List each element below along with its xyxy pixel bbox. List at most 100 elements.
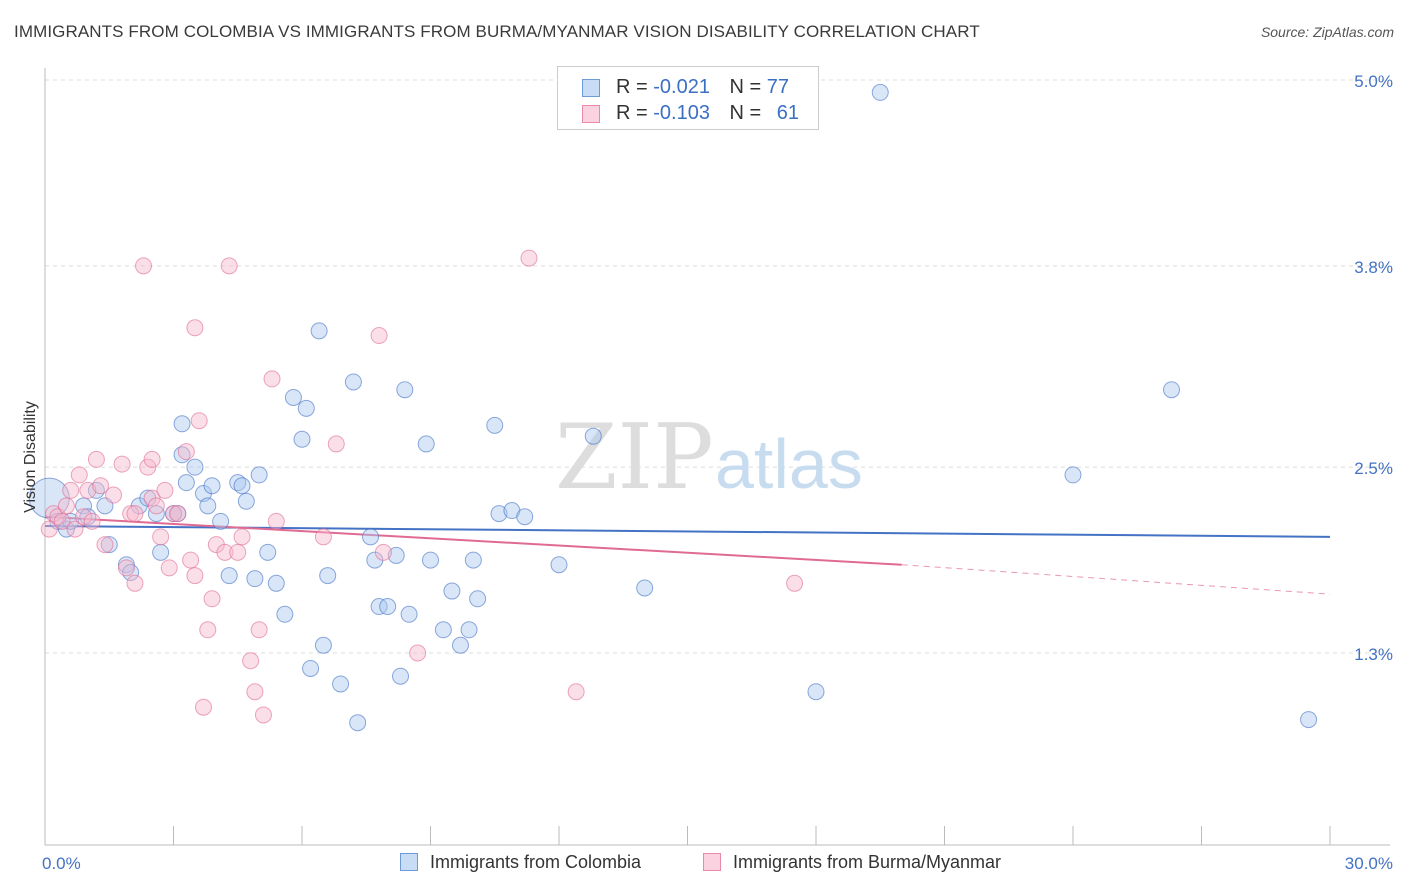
burma-point — [246, 683, 264, 701]
colombia-point — [62, 512, 80, 530]
burma-point — [160, 559, 178, 577]
bottom-legend-burma: Immigrants from Burma/Myanmar — [703, 852, 1001, 873]
watermark-zip: ZIP — [555, 405, 714, 510]
colombia-point — [349, 714, 367, 732]
legend-row-colombia: R = -0.021 N = 77 — [582, 76, 790, 100]
colombia-point — [293, 430, 311, 448]
burma-point — [139, 458, 157, 476]
burma-point — [135, 257, 153, 275]
colombia-point — [284, 388, 302, 406]
burma-point — [370, 327, 388, 345]
burma-point — [567, 683, 585, 701]
burma-point — [216, 543, 234, 561]
colombia-point — [220, 567, 238, 585]
burma-point — [267, 512, 285, 530]
colombia-point — [550, 556, 568, 574]
y-axis-label: Vision Disability — [22, 401, 39, 513]
burma-point — [40, 520, 58, 538]
y-tick-label: 2.5% — [1354, 459, 1393, 478]
legend-n-label: N = — [729, 76, 767, 98]
burma-point — [203, 590, 221, 608]
colombia-point — [362, 528, 380, 546]
colombia-point — [212, 512, 230, 530]
bottom-legend-swatch-burma — [703, 853, 721, 871]
burma-point — [229, 543, 247, 561]
burma-point — [409, 644, 427, 662]
legend-n-value: 77 — [766, 76, 790, 98]
burma-point — [263, 370, 281, 388]
colombia-point — [871, 83, 889, 101]
burma-point — [66, 520, 84, 538]
burma-point — [233, 528, 251, 546]
burma-point — [254, 706, 272, 724]
colombia-point — [396, 381, 414, 399]
colombia-point — [417, 435, 435, 453]
legend-r-label: R = — [616, 76, 654, 98]
colombia-point — [451, 636, 469, 654]
burma-point — [105, 486, 123, 504]
colombia-point — [314, 636, 332, 654]
burma-point — [250, 621, 268, 639]
bottom-legend-label-colombia: Immigrants from Colombia — [430, 852, 642, 872]
watermark: ZIP atlas — [555, 405, 863, 510]
burma-point — [169, 505, 187, 523]
burma-trend-line — [44, 515, 902, 566]
burma-point — [220, 257, 238, 275]
bottom-legend-label-burma: Immigrants from Burma/Myanmar — [733, 852, 1002, 872]
burma-point — [374, 543, 392, 561]
legend-r-value: -0.021 — [653, 76, 710, 98]
legend-n-label: N = — [729, 102, 767, 124]
burma-point — [314, 528, 332, 546]
source-label: Source: ZipAtlas.com — [1260, 24, 1394, 40]
burma-point — [70, 466, 88, 484]
colombia-point — [297, 399, 315, 417]
burma-point — [327, 435, 345, 453]
colombia-point — [233, 477, 251, 495]
burma-point — [75, 508, 93, 526]
data-points — [28, 83, 1318, 732]
burma-point — [190, 412, 208, 430]
colombia-point — [1300, 711, 1318, 729]
colombia-point — [460, 621, 478, 639]
colombia-point — [344, 373, 362, 391]
colombia-point — [434, 621, 452, 639]
burma-point — [199, 621, 217, 639]
watermark-atlas: atlas — [715, 425, 863, 503]
colombia-point — [469, 590, 487, 608]
bottom-legend-colombia: Immigrants from Colombia — [400, 852, 641, 873]
colombia-point — [177, 474, 195, 492]
colombia-point — [250, 466, 268, 484]
colombia-point — [392, 667, 410, 685]
colombia-point — [400, 605, 418, 623]
burma-point — [122, 505, 140, 523]
burma-point — [87, 450, 105, 468]
colombia-point — [302, 659, 320, 677]
colombia-point — [516, 508, 534, 526]
colombia-point — [807, 683, 825, 701]
colombia-point — [443, 582, 461, 600]
colombia-point — [237, 492, 255, 510]
colombia-point — [259, 543, 277, 561]
burma-point — [156, 481, 174, 499]
burma-point — [186, 319, 204, 337]
burma-point — [786, 574, 804, 592]
axes — [44, 68, 1390, 846]
colombia-point — [57, 520, 75, 538]
burma-point — [177, 443, 195, 461]
burma-point — [83, 512, 101, 530]
colombia-point — [1064, 466, 1082, 484]
burma-point — [96, 536, 114, 554]
tick-labels: 1.3% 2.5% 3.8% 5.0% 0.0% 30.0% — [42, 72, 1393, 873]
trend-lines — [44, 515, 1331, 595]
colombia-point — [1163, 381, 1181, 399]
legend-row-burma: R = -0.103 N = 61 — [582, 102, 800, 126]
legend-n-value: 61 — [776, 102, 800, 124]
burma-point — [520, 249, 538, 267]
burma-point — [53, 512, 71, 530]
y-tick-label: 1.3% — [1354, 645, 1393, 664]
colombia-point — [246, 570, 264, 588]
colombia-point — [199, 497, 217, 515]
colombia-point — [490, 505, 508, 523]
burma-point — [186, 567, 204, 585]
burma-point — [62, 481, 80, 499]
